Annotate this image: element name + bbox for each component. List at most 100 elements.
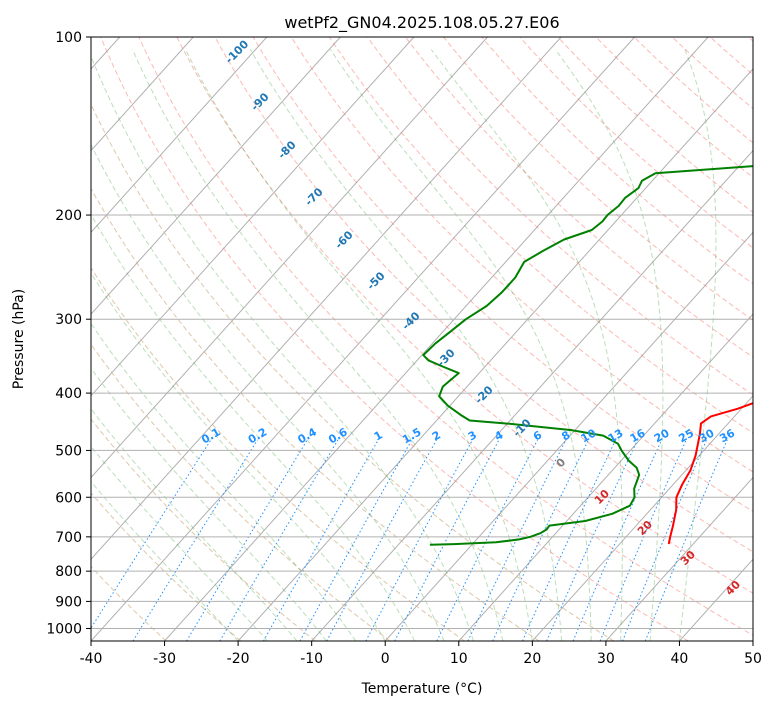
mixing-ratio-line xyxy=(546,439,639,641)
x-tick-label: -40 xyxy=(80,651,103,667)
moist-adiabat-line xyxy=(555,49,664,641)
moist-adiabat-line xyxy=(91,54,474,641)
mixing-ratio-line xyxy=(132,439,258,641)
mixing-ratio-label: 4 xyxy=(492,428,505,443)
y-tick-label: 500 xyxy=(55,443,82,459)
dry-adiabat-label: -80 xyxy=(275,138,298,161)
dry-adiabat-line xyxy=(91,187,540,641)
isotherm-line xyxy=(91,37,194,152)
dry-adiabat-line xyxy=(595,37,753,178)
mixing-ratio-label: 1 xyxy=(372,428,385,443)
isotherm-line xyxy=(91,37,341,315)
dry-adiabat-line xyxy=(91,266,465,641)
x-tick-label: 50 xyxy=(744,651,762,667)
isotherm-line xyxy=(531,395,753,641)
mixing-ratio-line xyxy=(365,439,473,641)
dry-adiabat-line xyxy=(633,37,753,144)
isotherm-line xyxy=(752,640,753,641)
dry-adiabat-label: -40 xyxy=(399,309,422,332)
mixing-ratio-label: 0.1 xyxy=(199,425,222,446)
x-axis-label: Temperature (°C) xyxy=(361,681,483,697)
dry-adiabat-line xyxy=(443,37,753,321)
dry-adiabat-label: -70 xyxy=(302,185,325,208)
mixing-ratio-label: 20 xyxy=(652,426,672,445)
dry-adiabat-label: -10 xyxy=(510,416,533,439)
dry-adiabat-label: -20 xyxy=(472,383,495,406)
y-axis-ticks: 100 200 300 400 500 600 700 800 900 1000 xyxy=(46,30,91,637)
isotherm-line xyxy=(605,476,753,641)
mixing-ratio-line xyxy=(522,439,617,641)
mixing-ratio-line xyxy=(186,439,308,641)
mixing-ratio-line xyxy=(299,439,413,641)
mixing-ratio-label: 25 xyxy=(676,426,696,445)
mixing-ratio-line xyxy=(644,439,728,641)
isotherm-line xyxy=(91,37,635,641)
x-tick-label: 30 xyxy=(597,651,615,667)
isotherm-line xyxy=(164,37,709,641)
dry-adiabat-line xyxy=(91,418,316,641)
moist-adiabat-line xyxy=(249,49,563,641)
dry-adiabat-line xyxy=(252,37,753,513)
x-tick-label: 20 xyxy=(523,651,541,667)
dry-adiabat-line xyxy=(290,37,753,473)
plot-frame xyxy=(90,36,754,642)
isotherm-line xyxy=(311,149,753,641)
mixing-ratio-label: 36 xyxy=(717,426,737,445)
dry-adiabat-label: -50 xyxy=(364,269,387,292)
mixing-ratio-label: 1.5 xyxy=(400,425,423,446)
chart-title: wetPf2_GN04.2025.108.05.27.E06 xyxy=(284,13,559,33)
dry-adiabat-label: -100 xyxy=(223,37,252,66)
x-tick-label: 40 xyxy=(671,651,689,667)
mixing-ratio-line xyxy=(394,439,500,641)
x-tick-label: 0 xyxy=(381,651,390,667)
mixing-ratio-label: 0.6 xyxy=(326,425,350,446)
mixing-ratio-label: 2 xyxy=(430,428,443,443)
isotherm-line xyxy=(91,37,268,234)
mixing-ratio-line xyxy=(263,439,379,641)
dry-adiabat-line xyxy=(748,37,753,42)
background-lines xyxy=(91,37,753,641)
moist-adiabat-line xyxy=(132,49,504,641)
dry-adiabat-label: 0 xyxy=(554,455,569,470)
profile-series xyxy=(422,165,753,546)
y-tick-label: 100 xyxy=(55,30,82,46)
x-tick-label: 10 xyxy=(450,651,468,667)
isobar-gridlines xyxy=(91,37,753,629)
mixing-ratio-line xyxy=(219,439,339,641)
dry-adiabat-line xyxy=(519,37,753,249)
mixing-ratio-line xyxy=(467,439,567,641)
moist-adiabat-line xyxy=(185,49,533,641)
moist-adiabat-line xyxy=(91,213,416,641)
moist-adiabat-line xyxy=(678,49,717,641)
dry-adiabat-line xyxy=(100,37,689,641)
y-axis-label: Pressure (hPa) xyxy=(11,289,27,389)
isotherm-line xyxy=(91,37,415,397)
dry-adiabat-line xyxy=(557,37,753,214)
x-tick-label: -20 xyxy=(227,651,250,667)
dry-adiabat-line xyxy=(214,37,753,553)
moist-adiabat-line xyxy=(91,322,357,641)
mixing-ratio-label: 0.2 xyxy=(246,425,269,446)
y-tick-label: 300 xyxy=(55,312,82,328)
dry-adiabat-line xyxy=(91,103,614,641)
dry-adiabat-label: 40 xyxy=(723,578,743,598)
mixing-ratio-label: 13 xyxy=(606,426,626,445)
moist-adiabat-line xyxy=(91,408,298,641)
dry-adiabat-line xyxy=(709,37,753,76)
dry-adiabat-line xyxy=(328,37,753,434)
mixing-ratio-label: 6 xyxy=(531,428,544,443)
isotherm-line xyxy=(91,37,562,561)
y-tick-label: 400 xyxy=(55,386,82,402)
dry-adiabat-label: -90 xyxy=(248,90,271,113)
moist-adiabat-line xyxy=(91,367,327,641)
dry-adiabat-line xyxy=(91,492,242,641)
mixing-ratio-line xyxy=(492,439,589,641)
y-tick-label: 900 xyxy=(55,594,82,610)
mixing-ratio-label: 16 xyxy=(628,426,648,445)
mixing-ratio-line xyxy=(599,439,687,641)
moist-adiabat-line xyxy=(430,49,623,641)
mixing-ratio-line xyxy=(622,439,708,641)
dry-adiabat-line xyxy=(481,37,753,285)
